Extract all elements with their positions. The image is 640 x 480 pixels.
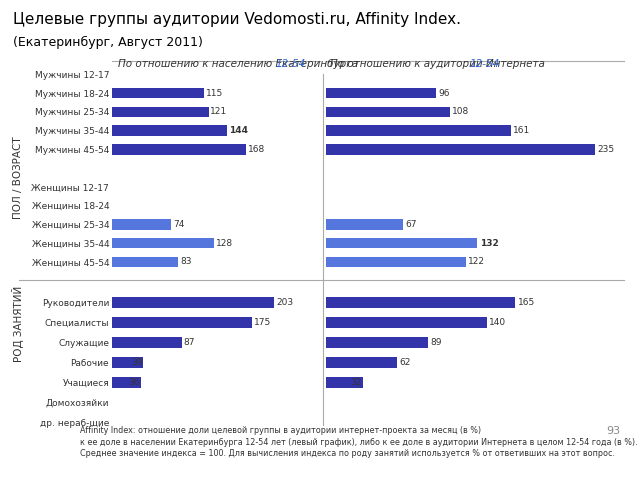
Text: 161: 161 [513, 126, 530, 135]
Text: 128: 128 [216, 239, 233, 248]
Text: 203: 203 [276, 298, 293, 307]
Text: Целевые группы аудитории Vedomosti.ru, Affinity Index.: Целевые группы аудитории Vedomosti.ru, A… [13, 12, 461, 27]
Bar [326, 377, 363, 388]
Text: 12-54: 12-54 [275, 59, 305, 69]
Text: 62: 62 [399, 358, 411, 367]
Bar [112, 219, 172, 229]
Bar [112, 377, 141, 388]
Text: 121: 121 [211, 108, 228, 116]
Text: к ее доле в населении Екатеринбурга 12-54 лет (левый график), либо к ее доле в а: к ее доле в населении Екатеринбурга 12-5… [80, 438, 637, 447]
Bar [326, 107, 450, 117]
Text: 140: 140 [489, 318, 506, 327]
Text: 122: 122 [468, 257, 485, 266]
Text: 144: 144 [229, 126, 248, 135]
Text: 235: 235 [598, 145, 615, 154]
Bar [326, 88, 436, 98]
Text: 168: 168 [248, 145, 265, 154]
Bar [326, 257, 466, 267]
Text: 39: 39 [131, 358, 143, 367]
Text: 89: 89 [431, 338, 442, 347]
Text: 165: 165 [518, 298, 535, 307]
Text: По отношению к аудитории Интернета: По отношению к аудитории Интернета [330, 59, 548, 69]
Text: (Екатеринбург, Август 2011): (Екатеринбург, Август 2011) [13, 36, 203, 49]
Text: По отношению к населению Екатеринбурга: По отношению к населению Екатеринбурга [118, 59, 362, 69]
Text: 175: 175 [253, 318, 271, 327]
Text: tns: tns [26, 443, 47, 456]
Text: 108: 108 [452, 108, 470, 116]
Bar [326, 337, 428, 348]
Bar [112, 125, 227, 136]
Bar [112, 257, 179, 267]
Bar [112, 297, 275, 308]
Bar [326, 317, 486, 328]
Text: РОД ЗАНЯТИЙ: РОД ЗАНЯТИЙ [12, 286, 24, 362]
Text: 87: 87 [183, 338, 195, 347]
Text: 132: 132 [480, 239, 499, 248]
Bar [112, 238, 214, 248]
Bar [112, 107, 209, 117]
Text: 12-54: 12-54 [469, 59, 499, 69]
Bar [326, 357, 397, 368]
Bar [326, 238, 477, 248]
Bar [112, 317, 252, 328]
Text: Среднее значение индекса = 100. Для вычисления индекса по роду занятий используе: Среднее значение индекса = 100. Для вычи… [80, 449, 615, 458]
Bar [112, 88, 204, 98]
Bar [112, 144, 246, 155]
Bar [112, 357, 143, 368]
Text: 96: 96 [438, 89, 450, 97]
Text: Affinity Index: отношение доли целевой группы в аудитории интернет-проекта за ме: Affinity Index: отношение доли целевой г… [80, 426, 481, 435]
Text: 83: 83 [180, 257, 191, 266]
Text: 93: 93 [607, 426, 621, 436]
Text: 74: 74 [173, 220, 184, 229]
Bar [326, 125, 511, 136]
Text: 32: 32 [351, 378, 362, 387]
Bar [326, 144, 595, 155]
Bar [112, 337, 182, 348]
Text: ПОЛ / ВОЗРАСТ: ПОЛ / ВОЗРАСТ [13, 136, 23, 219]
Bar [326, 219, 403, 229]
Text: 36: 36 [129, 378, 140, 387]
Text: 67: 67 [405, 220, 417, 229]
Bar [326, 297, 515, 308]
Text: 115: 115 [205, 89, 223, 97]
